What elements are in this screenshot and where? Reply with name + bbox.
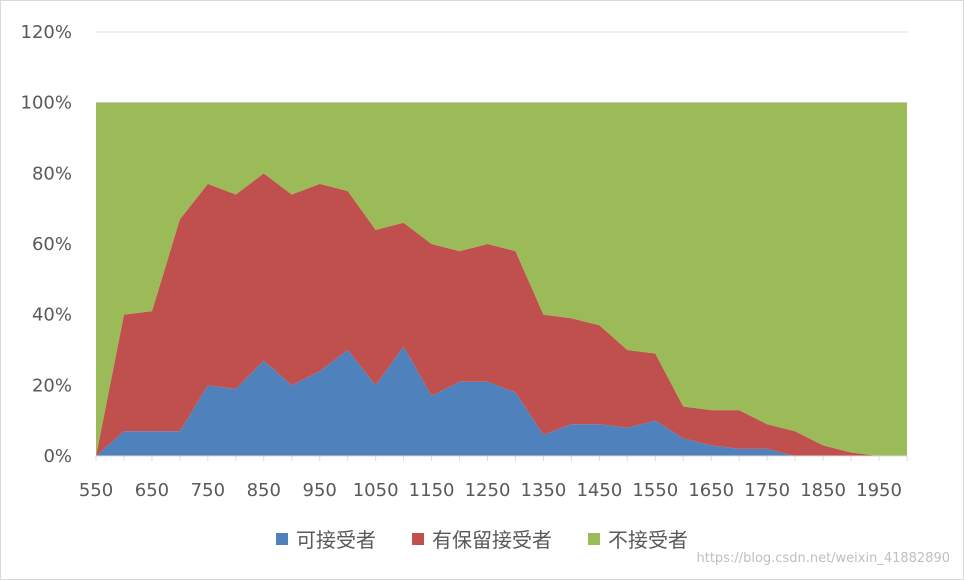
legend-label: 不接受者	[608, 528, 688, 552]
y-tick-label: 20%	[32, 375, 72, 396]
x-tick-label: 1750	[744, 480, 790, 501]
x-tick-label: 850	[247, 480, 281, 501]
y-tick-label: 100%	[21, 93, 72, 114]
area-series-1	[96, 346, 907, 456]
x-axis-ticks: 550 650 750 850 950 1050 1150 1250 1350 1450 1550 1…	[79, 456, 908, 501]
x-tick-label: 950	[303, 480, 337, 501]
x-tick-label: 650	[135, 480, 169, 501]
watermark: https://blog.csdn.net/weixin_41882890	[696, 551, 950, 566]
legend-item-not-acceptable: 不接受者	[588, 524, 688, 553]
x-tick-label: 1050	[353, 480, 399, 501]
x-tick-label: 1550	[632, 480, 678, 501]
x-tick-label: 1450	[576, 480, 622, 501]
y-tick-label: 120%	[21, 22, 72, 43]
x-tick-label: 1950	[856, 480, 902, 501]
legend-label: 可接受者	[296, 528, 376, 552]
y-tick-label: 80%	[32, 163, 72, 184]
x-tick-label: 1350	[521, 480, 567, 501]
y-axis-ticks: 0% 20% 40% 60% 80% 100% 120%	[21, 22, 72, 467]
x-tick-label: 1650	[688, 480, 734, 501]
y-tick-label: 60%	[32, 234, 72, 255]
legend-item-acceptable: 可接受者	[276, 524, 376, 553]
y-tick-label: 0%	[43, 446, 72, 467]
area-series-3	[96, 102, 907, 457]
x-tick-label: 1850	[800, 480, 846, 501]
legend-label: 有保留接受者	[432, 528, 552, 552]
y-tick-label: 40%	[32, 305, 72, 326]
legend-swatch	[588, 532, 600, 545]
legend-item-reserved: 有保留接受者	[412, 524, 552, 553]
x-tick-label: 1250	[465, 480, 511, 501]
area-series-2	[96, 173, 907, 456]
area-chart: 0% 20% 40% 60% 80% 100% 120% 550 650 750 850 950 10…	[21, 22, 908, 501]
legend-swatch	[412, 532, 424, 545]
legend: 可接受者 有保留接受者 不接受者	[0, 524, 964, 553]
stacked-areas	[96, 102, 907, 457]
x-tick-label: 1150	[409, 480, 455, 501]
x-tick-label: 550	[79, 480, 113, 501]
legend-swatch	[276, 532, 288, 545]
x-tick-label: 750	[191, 480, 225, 501]
